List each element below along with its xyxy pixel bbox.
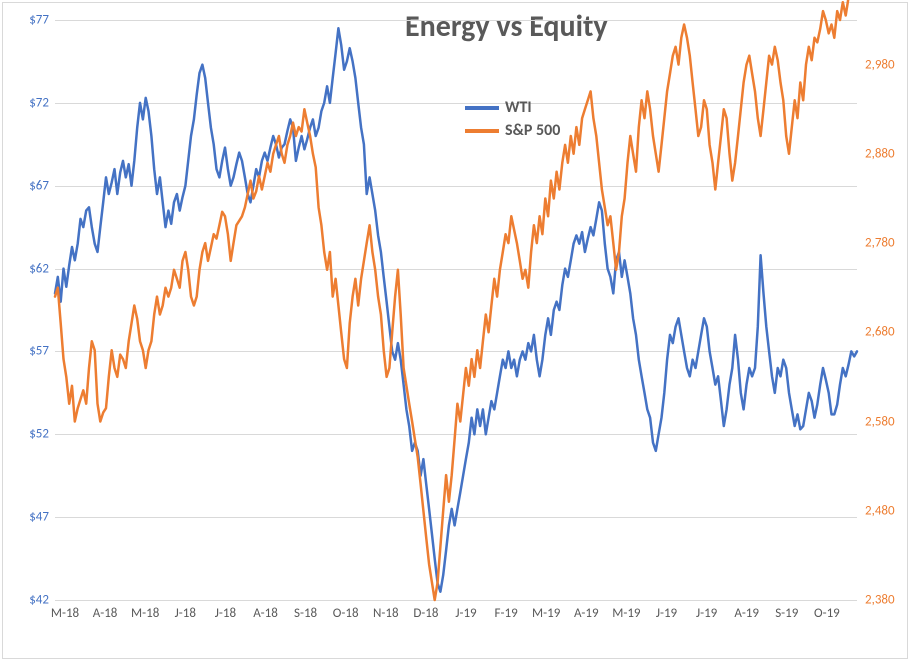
legend-item: S&P 500: [465, 121, 560, 140]
plot-area: [0, 0, 910, 661]
legend-label: S&P 500: [505, 121, 560, 140]
legend-swatch: [465, 106, 499, 110]
legend: WTI S&P 500: [465, 98, 560, 140]
energy-vs-equity-chart: Energy vs Equity $42$47$52$57$62$67$72$7…: [0, 0, 910, 661]
legend-label: WTI: [505, 98, 532, 117]
legend-swatch: [465, 129, 499, 133]
legend-item: WTI: [465, 98, 560, 117]
series-wti: [55, 28, 857, 591]
